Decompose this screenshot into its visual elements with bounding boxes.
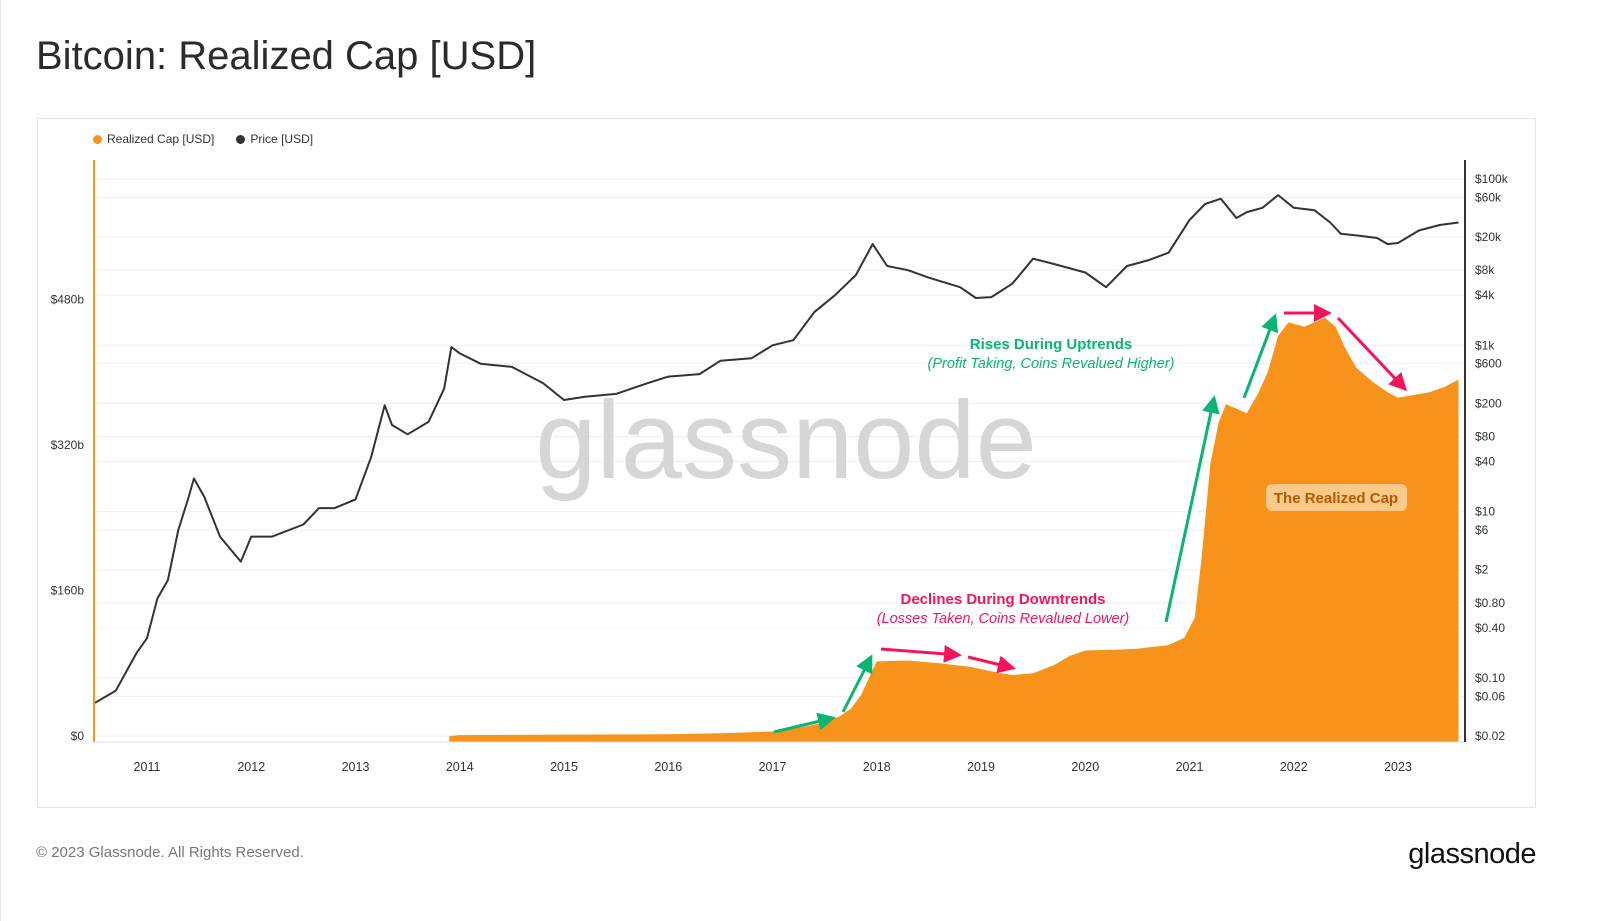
x-tick-label: 2011 [134,760,161,774]
right-tick-label: $200 [1475,396,1502,410]
uptrend-arrow [1242,313,1279,399]
left-tick-label: $480b [51,293,85,307]
left-tick-label: $0 [71,729,85,743]
right-tick-label: $0.10 [1475,671,1505,685]
realized-cap-area [449,317,1459,742]
copyright: © 2023 Glassnode. All Rights Reserved. [36,844,304,861]
left-tick-label: $160b [51,584,85,598]
right-tick-label: $20k [1475,230,1502,244]
right-tick-label: $1k [1475,338,1495,352]
declines-annotation-title: Declines During Downtrends [900,591,1105,608]
realized-cap-label-box [1266,484,1407,511]
right-tick-label: $0.40 [1475,621,1505,635]
x-tick-label: 2012 [237,760,265,774]
page-title: Bitcoin: Realized Cap [USD] [36,34,537,78]
legend: Realized Cap [USD] Price [USD] [93,132,313,146]
uptrend-arrow [773,712,836,734]
legend-item-price[interactable]: Price [USD] [236,132,313,146]
x-tick-label: 2017 [759,760,787,774]
rises-annotation-subtitle: (Profit Taking, Coins Revalued Higher) [928,356,1175,372]
left-tick-label: $320b [51,438,85,452]
glassnode-logo: glassnode [1408,838,1536,870]
x-tick-label: 2013 [342,760,370,774]
right-tick-label: $8k [1475,263,1495,277]
right-tick-label: $80 [1475,429,1495,443]
x-tick-label: 2014 [446,760,474,774]
uptrend-arrow [841,654,873,713]
right-tick-label: $0.02 [1475,729,1505,743]
right-tick-label: $600 [1475,357,1502,371]
x-tick-label: 2019 [967,760,995,774]
watermark: glassnode [535,379,1037,502]
right-tick-label: $4k [1475,288,1495,302]
downtrend-arrow [880,644,962,663]
chart-panel [37,118,1536,808]
uptrend-arrow [1164,395,1220,623]
realized-cap-label: The Realized Cap [1274,490,1398,507]
x-tick-label: 2023 [1384,760,1412,774]
x-tick-label: 2015 [550,760,578,774]
right-tick-label: $10 [1475,505,1495,519]
right-tick-label: $100k [1475,172,1509,186]
legend-label: Price [USD] [250,132,314,146]
downtrend-arrow [1336,316,1408,392]
downtrend-arrow [967,655,1016,674]
price-line [94,194,1459,704]
legend-dot-icon [236,134,246,144]
x-tick-label: 2020 [1071,760,1099,774]
right-tick-label: $2 [1475,563,1489,577]
right-tick-label: $0.80 [1475,596,1505,610]
legend-label: Realized Cap [USD] [107,132,215,146]
right-tick-label: $6 [1475,523,1489,537]
right-tick-label: $40 [1475,455,1495,469]
x-tick-label: 2018 [863,760,891,774]
x-tick-label: 2021 [1176,760,1204,774]
declines-annotation-subtitle: (Losses Taken, Coins Revalued Lower) [877,611,1130,627]
rises-annotation-title: Rises During Uptrends [970,336,1133,353]
legend-dot-icon [93,134,102,144]
x-tick-label: 2022 [1280,760,1308,774]
x-tick-label: 2016 [654,760,682,774]
right-tick-label: $0.06 [1475,689,1505,703]
right-tick-label: $60k [1475,190,1502,204]
legend-item-realized-cap[interactable]: Realized Cap [USD] [93,132,214,146]
